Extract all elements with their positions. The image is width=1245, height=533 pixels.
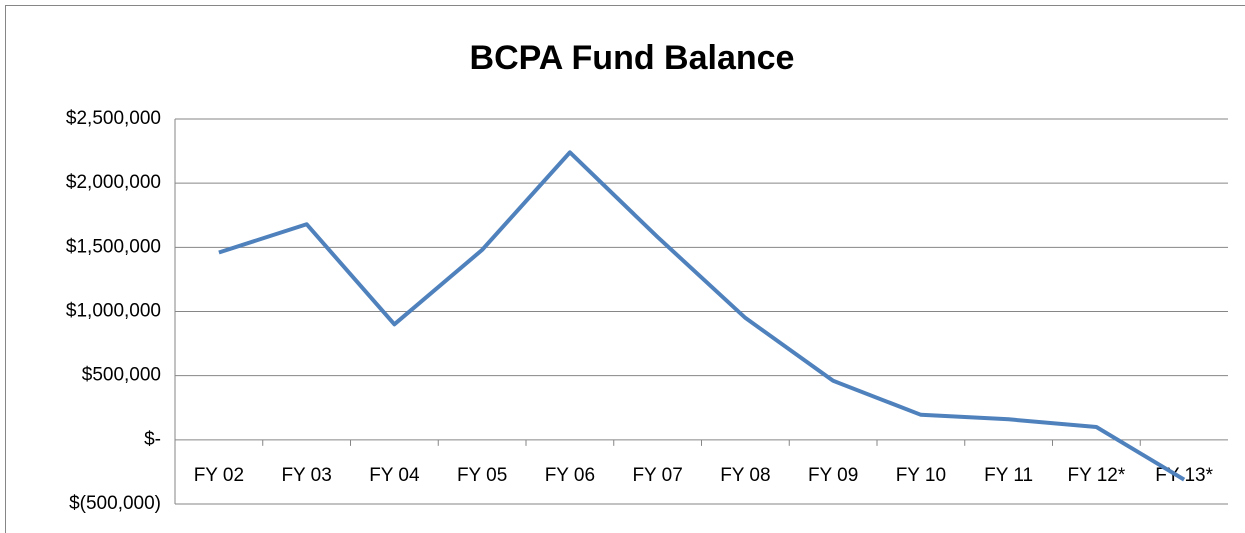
x-tick-label: FY 02 xyxy=(194,465,244,486)
y-tick-label: $2,500,000 xyxy=(66,108,161,129)
y-tick-label: $2,000,000 xyxy=(66,172,161,193)
x-tick-label: FY 10 xyxy=(896,465,946,486)
y-tick-label: $1,500,000 xyxy=(66,236,161,257)
x-tick-label: FY 07 xyxy=(632,465,682,486)
x-tick-label: FY 05 xyxy=(457,465,507,486)
x-tick-label: FY 03 xyxy=(281,465,331,486)
x-tick-label: FY 09 xyxy=(808,465,858,486)
x-tick-label: FY 12* xyxy=(1068,465,1126,486)
chart-border xyxy=(5,5,1245,533)
y-tick-label: $(500,000) xyxy=(69,493,161,514)
chart-title: BCPA Fund Balance xyxy=(470,39,795,77)
x-tick-label: FY 06 xyxy=(545,465,595,486)
x-tick-label: FY 04 xyxy=(369,465,420,486)
data-line xyxy=(218,150,1186,482)
y-tick-label: $- xyxy=(144,429,161,450)
y-tick-label: $1,000,000 xyxy=(66,301,161,322)
x-tick-label: FY 11 xyxy=(984,465,1033,486)
y-tick-label: $500,000 xyxy=(82,365,161,386)
x-tick-label: FY 08 xyxy=(720,465,770,486)
